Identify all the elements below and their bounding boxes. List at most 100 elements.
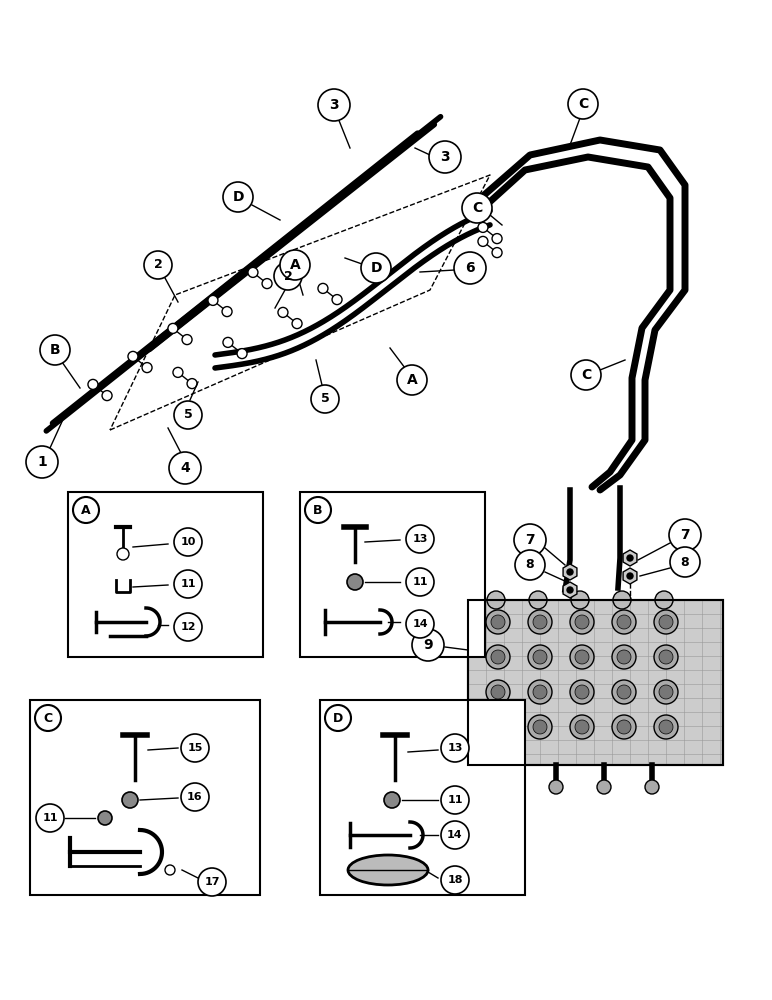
Circle shape <box>491 720 505 734</box>
Text: C: C <box>43 712 52 724</box>
Circle shape <box>332 295 342 305</box>
Text: D: D <box>333 712 343 724</box>
Circle shape <box>223 337 233 347</box>
Text: 13: 13 <box>412 534 428 544</box>
Polygon shape <box>563 564 577 580</box>
Circle shape <box>311 385 339 413</box>
Circle shape <box>102 391 112 401</box>
Circle shape <box>88 379 98 389</box>
Circle shape <box>169 452 201 484</box>
Text: A: A <box>290 258 300 272</box>
Circle shape <box>655 591 673 609</box>
Circle shape <box>406 568 434 596</box>
Circle shape <box>36 804 64 832</box>
Text: 15: 15 <box>188 743 203 753</box>
Circle shape <box>174 401 202 429</box>
Text: 18: 18 <box>447 875 462 885</box>
Circle shape <box>492 248 502 258</box>
Text: C: C <box>472 201 482 215</box>
Circle shape <box>262 279 272 289</box>
Circle shape <box>528 610 552 634</box>
Text: 17: 17 <box>205 877 220 887</box>
Circle shape <box>492 234 502 244</box>
Text: 11: 11 <box>447 795 462 805</box>
Text: B: B <box>313 504 323 516</box>
Circle shape <box>305 497 331 523</box>
Circle shape <box>567 569 573 575</box>
Text: 5: 5 <box>320 392 330 406</box>
Circle shape <box>486 645 510 669</box>
Circle shape <box>174 570 202 598</box>
Circle shape <box>222 307 232 317</box>
Circle shape <box>441 821 469 849</box>
Circle shape <box>567 587 573 593</box>
Circle shape <box>174 528 202 556</box>
Circle shape <box>575 615 589 629</box>
Circle shape <box>486 610 510 634</box>
Circle shape <box>617 615 631 629</box>
Text: D: D <box>232 190 244 204</box>
Circle shape <box>174 613 202 641</box>
Circle shape <box>406 610 434 638</box>
Circle shape <box>441 734 469 762</box>
Circle shape <box>384 792 400 808</box>
Circle shape <box>533 685 547 699</box>
Text: 7: 7 <box>680 528 690 542</box>
Circle shape <box>98 811 112 825</box>
Text: 2: 2 <box>154 258 162 271</box>
Circle shape <box>570 645 594 669</box>
Text: 2: 2 <box>283 269 293 282</box>
Text: 6: 6 <box>466 261 475 275</box>
Circle shape <box>670 547 700 577</box>
Circle shape <box>575 685 589 699</box>
Text: 8: 8 <box>526 558 534 572</box>
Circle shape <box>491 650 505 664</box>
Circle shape <box>142 363 152 373</box>
Circle shape <box>318 89 350 121</box>
Text: D: D <box>371 261 381 275</box>
Text: 11: 11 <box>412 577 428 587</box>
Circle shape <box>659 615 673 629</box>
Circle shape <box>478 236 488 246</box>
Text: C: C <box>581 368 591 382</box>
Circle shape <box>654 610 678 634</box>
Text: A: A <box>407 373 418 387</box>
Circle shape <box>533 650 547 664</box>
Circle shape <box>182 335 192 345</box>
Circle shape <box>318 283 328 293</box>
Circle shape <box>325 705 351 731</box>
Circle shape <box>515 550 545 580</box>
Circle shape <box>575 650 589 664</box>
Circle shape <box>168 323 178 333</box>
Circle shape <box>571 360 601 390</box>
Circle shape <box>529 591 547 609</box>
Circle shape <box>654 715 678 739</box>
Circle shape <box>533 615 547 629</box>
Circle shape <box>406 525 434 553</box>
Text: 13: 13 <box>447 743 462 753</box>
Text: 3: 3 <box>440 150 450 164</box>
Text: 11: 11 <box>180 579 196 589</box>
Circle shape <box>659 720 673 734</box>
Circle shape <box>528 645 552 669</box>
Circle shape <box>462 193 492 223</box>
Circle shape <box>165 865 175 875</box>
Circle shape <box>248 267 258 277</box>
Circle shape <box>654 645 678 669</box>
Text: 1: 1 <box>37 455 47 469</box>
FancyBboxPatch shape <box>300 492 485 657</box>
Text: 12: 12 <box>180 622 196 632</box>
Circle shape <box>533 720 547 734</box>
Circle shape <box>181 783 209 811</box>
FancyBboxPatch shape <box>30 700 260 895</box>
Circle shape <box>549 780 563 794</box>
Circle shape <box>223 182 253 212</box>
Circle shape <box>654 680 678 704</box>
Circle shape <box>501 780 515 794</box>
FancyBboxPatch shape <box>468 600 723 765</box>
Circle shape <box>487 591 505 609</box>
Circle shape <box>35 705 61 731</box>
Circle shape <box>612 610 636 634</box>
Circle shape <box>486 715 510 739</box>
Circle shape <box>612 715 636 739</box>
